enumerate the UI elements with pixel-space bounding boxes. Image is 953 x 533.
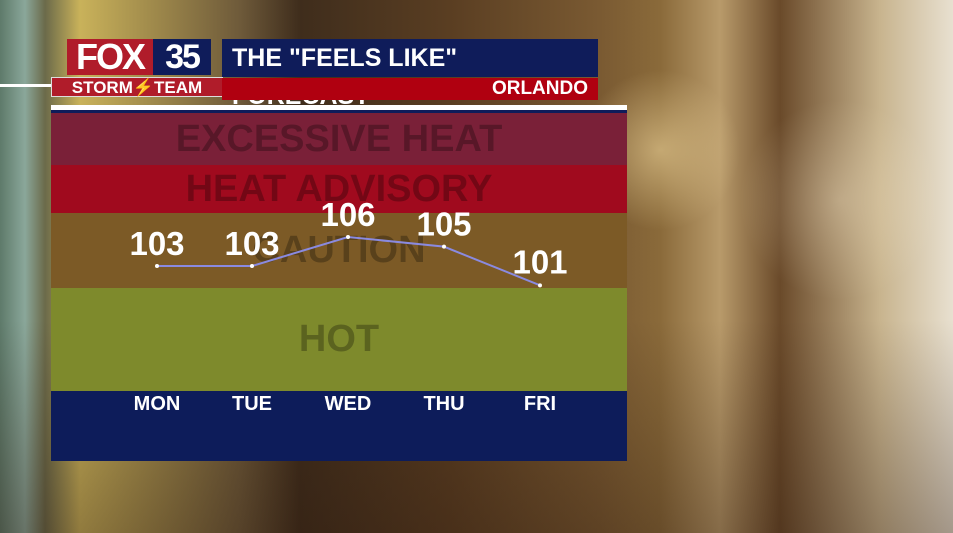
data-point: [442, 244, 446, 249]
series-line: [157, 235, 541, 287]
band-excessive-heat: EXCESSIVE HEAT: [51, 113, 627, 165]
day-label: THU: [423, 393, 465, 415]
day-axis-band: [51, 391, 627, 461]
day-label: TUE: [232, 393, 272, 415]
data-label: 105: [416, 206, 471, 243]
data-point: [538, 283, 542, 288]
data-label: 106: [320, 196, 375, 233]
divider: [0, 84, 51, 87]
panel-top-border: [51, 105, 627, 113]
location-label: ORLANDO: [222, 78, 598, 100]
channel-logo: 35: [153, 39, 211, 75]
data-label: 101: [512, 243, 567, 280]
band-heat-advisory: HEAT ADVISORY: [51, 165, 627, 213]
data-label: 103: [129, 225, 184, 262]
fox-logo: FOX: [67, 39, 153, 75]
band-caution: CAUTION: [51, 213, 627, 288]
data-point: [346, 234, 350, 239]
day-label: FRI: [523, 393, 557, 415]
day-label: WED: [324, 393, 372, 415]
storm-team-badge: STORM⚡TEAM: [51, 77, 223, 97]
data-point: [250, 264, 254, 268]
data-label: 103: [224, 225, 279, 262]
day-label: MON: [133, 393, 181, 415]
data-point: [155, 264, 159, 268]
band-hot: HOT: [51, 288, 627, 391]
